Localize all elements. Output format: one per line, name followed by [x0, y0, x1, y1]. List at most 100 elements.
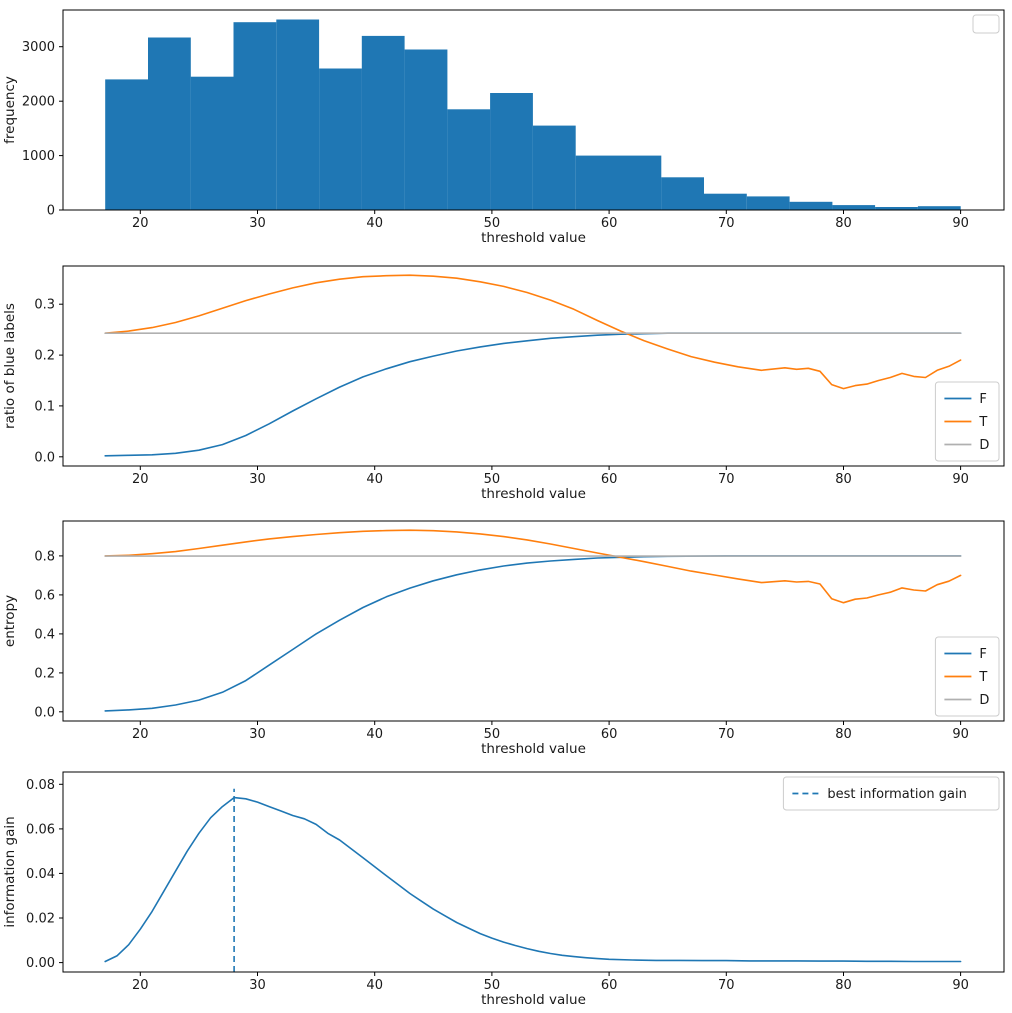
x-tick-label: 20	[132, 978, 149, 993]
legend-label: F	[979, 647, 986, 662]
x-tick-label: 40	[366, 472, 383, 487]
plot-frame	[62, 265, 1005, 467]
y-tick-label: 0.06	[26, 822, 55, 837]
y-tick-label: 0.1	[34, 399, 55, 414]
histogram-bar	[490, 93, 533, 210]
histogram-bar	[233, 22, 277, 211]
x-tick-label: 50	[484, 978, 501, 993]
x-axis-label: threshold value	[481, 741, 586, 756]
x-tick-label: 30	[249, 472, 266, 487]
chart-frequency-histogram: 20 30 40 50 60 70 80 90 0 1000 2000 3000 threshold v…	[0, 0, 1012, 246]
x-tick-label: 40	[366, 216, 383, 231]
histogram-bar	[532, 125, 576, 210]
y-tick-label: 0	[47, 204, 55, 219]
x-tick-label: 70	[718, 727, 735, 742]
legend-label: F	[979, 392, 986, 407]
chart-entropy: 20 30 40 50 60 70 80 90 0.0 0.2 0.4 0.6 0.8 threshold…	[0, 499, 1012, 756]
histogram-bar	[746, 196, 790, 210]
y-tick-label: 0.00	[26, 956, 55, 971]
series-T-line	[104, 529, 962, 604]
x-tick-label: 80	[835, 216, 852, 231]
x-tick-label: 70	[718, 472, 735, 487]
y-tick-label: 0.02	[26, 912, 55, 927]
y-tick-label: 1000	[22, 149, 55, 164]
y-tick-label: 0.2	[34, 666, 55, 681]
histogram-bar	[875, 207, 918, 210]
legend-box	[972, 14, 1000, 34]
y-axis-label: frequency	[2, 76, 18, 144]
histogram-bar	[917, 206, 961, 210]
plot-frame	[62, 520, 1005, 722]
histogram-bar	[704, 193, 747, 210]
histogram-bar	[832, 205, 876, 210]
histogram-bar	[575, 155, 619, 210]
y-tick-label: 3000	[22, 40, 55, 55]
x-tick-label: 20	[132, 216, 149, 231]
histogram-bar	[447, 109, 491, 210]
legend: FTD	[934, 381, 1000, 462]
frequency-histogram-svg: 20 30 40 50 60 70 80 90 0 1000 2000 3000 threshold v…	[2, 9, 1005, 246]
histogram-bar	[105, 79, 148, 211]
chart-ratio-of-blue-labels: 20 30 40 50 60 70 80 90 0.0 0.1 0.2 0.3 threshold va…	[0, 246, 1012, 499]
x-tick-label: 60	[601, 978, 618, 993]
ratio-of-blue-labels-svg: 20 30 40 50 60 70 80 90 0.0 0.1 0.2 0.3 threshold va…	[2, 265, 1005, 499]
histogram-bar	[789, 201, 833, 210]
x-tick-label: 90	[952, 978, 969, 993]
series-T-line	[104, 274, 962, 390]
x-axis-label: threshold value	[481, 486, 586, 499]
y-tick-label: 0.08	[26, 778, 55, 793]
x-tick-label: 80	[835, 472, 852, 487]
x-tick-label: 40	[366, 727, 383, 742]
series-F-line	[104, 555, 962, 712]
y-tick-label: 0.8	[34, 549, 55, 564]
x-tick-label: 60	[601, 472, 618, 487]
histogram-bar	[276, 19, 320, 210]
x-tick-label: 30	[249, 216, 266, 231]
y-axis-label: entropy	[2, 595, 18, 647]
y-axis-label: ratio of blue labels	[2, 303, 18, 429]
y-tick-label: 0.3	[34, 298, 55, 313]
x-tick-label: 30	[249, 978, 266, 993]
y-tick-label: 0.2	[34, 349, 55, 364]
y-tick-label: 0.6	[34, 588, 55, 603]
x-tick-label: 90	[952, 727, 969, 742]
series-F-line	[104, 332, 962, 457]
x-tick-label: 70	[718, 978, 735, 993]
series-gain-line	[104, 796, 962, 963]
x-axis-label: threshold value	[481, 230, 586, 246]
x-tick-label: 60	[601, 216, 618, 231]
y-tick-label: 2000	[22, 95, 55, 110]
legend-label: D	[979, 438, 989, 453]
histogram-bar	[618, 155, 662, 210]
x-tick-label: 30	[249, 727, 266, 742]
legend: FTD	[934, 636, 1000, 717]
histogram-bars	[105, 19, 961, 211]
legend-box	[782, 776, 1000, 811]
x-tick-label: 40	[366, 978, 383, 993]
x-tick-label: 50	[484, 727, 501, 742]
histogram-bar	[319, 68, 362, 210]
y-tick-label: 0.04	[26, 867, 55, 882]
x-axis-label: threshold value	[481, 992, 586, 1008]
x-tick-label: 20	[132, 727, 149, 742]
legend-label: D	[979, 693, 989, 708]
histogram-bar	[190, 76, 234, 210]
x-tick-label: 90	[952, 216, 969, 231]
histogram-bar	[661, 177, 704, 210]
legend-label: best information gain	[827, 787, 966, 802]
plot-frame	[62, 9, 1005, 211]
legend	[972, 14, 1000, 34]
chart-information-gain: 20 30 40 50 60 70 80 90 0.00 0.02 0.04 0.06 0.08 thre…	[0, 756, 1012, 1013]
entropy-svg: 20 30 40 50 60 70 80 90 0.0 0.2 0.4 0.6 0.8 threshold…	[2, 520, 1005, 756]
x-tick-label: 60	[601, 727, 618, 742]
x-tick-label: 80	[835, 978, 852, 993]
y-tick-label: 0.0	[34, 705, 55, 720]
histogram-bar	[148, 37, 191, 210]
y-tick-label: 0.4	[34, 627, 55, 642]
histogram-bar	[361, 35, 405, 211]
x-tick-label: 90	[952, 472, 969, 487]
y-tick-label: 0.0	[34, 450, 55, 465]
legend-label: T	[978, 670, 987, 685]
legend-label: T	[978, 415, 987, 430]
